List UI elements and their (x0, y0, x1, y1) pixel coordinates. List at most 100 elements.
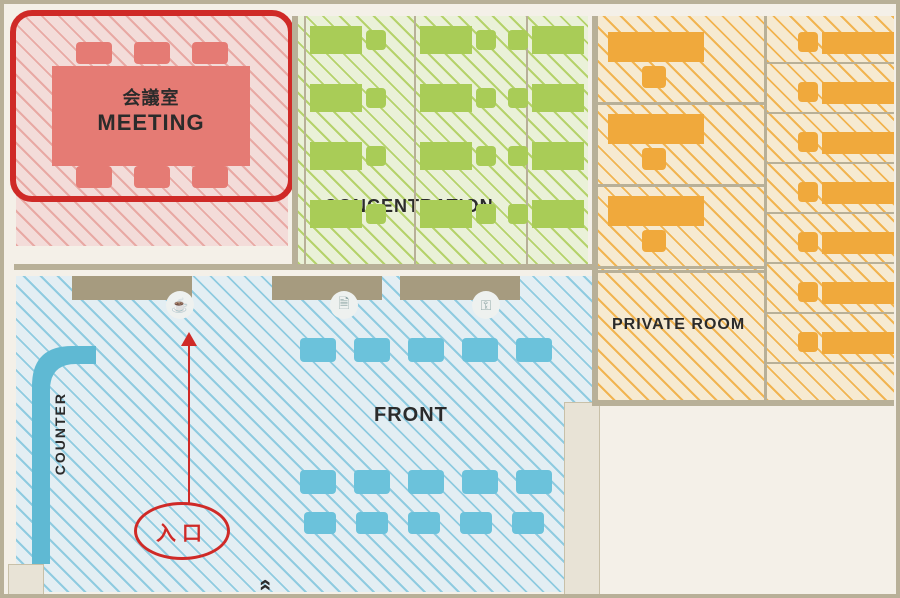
concentration-desk (532, 84, 584, 112)
cubicle-divider (764, 362, 894, 364)
concentration-chair (508, 204, 528, 224)
front-chair (300, 470, 336, 494)
concentration-desk (420, 142, 472, 170)
private-divider (764, 16, 767, 402)
front-chair (516, 470, 552, 494)
document-icon: 🗎 (330, 291, 358, 319)
private-desk (608, 114, 704, 144)
meeting-chair (76, 42, 112, 64)
coffee-icon: ☕ (166, 291, 194, 319)
cubicle-divider (764, 112, 894, 114)
cubicle-divider (598, 102, 764, 105)
concentration-desk (420, 84, 472, 112)
private-desk (822, 82, 894, 104)
inner-wall (592, 400, 894, 406)
concentration-desk (420, 200, 472, 228)
private-desk (822, 32, 894, 54)
concentration-chair (476, 30, 496, 50)
front-label: FRONT (374, 404, 448, 427)
concentration-chair (366, 146, 386, 166)
concentration-chair (366, 204, 386, 224)
cubicle-divider (764, 262, 894, 264)
private-desk (608, 196, 704, 226)
concentration-desk (532, 200, 584, 228)
private-desk (822, 282, 894, 304)
inner-wall (592, 16, 598, 402)
front-chair (462, 338, 498, 362)
meeting-label-jp: 会議室 (52, 84, 250, 110)
private-room-label: PRIVATE ROOM (612, 316, 745, 334)
cubicle-divider (764, 312, 894, 314)
meeting-label-en: MEETING (97, 110, 204, 135)
front-chair (516, 338, 552, 362)
bench (400, 276, 520, 300)
front-chair (408, 470, 444, 494)
floorplan: 会議室 MEETING CONCENTRATION PRIVATE ROOM F… (0, 0, 900, 598)
cubicle-divider (764, 62, 894, 64)
pillar (564, 402, 600, 598)
meeting-label: 会議室 MEETING (52, 84, 250, 136)
front-bench-chair (460, 512, 492, 534)
entrance-ellipse: 入口 (134, 502, 230, 560)
counter-label: COUNTER (52, 392, 68, 475)
front-bench-chair (304, 512, 336, 534)
partition (526, 16, 528, 264)
private-chair (798, 82, 818, 102)
private-desk (822, 132, 894, 154)
private-chair (642, 66, 666, 88)
private-chair (798, 32, 818, 52)
partition (304, 16, 306, 264)
front-bench-chair (512, 512, 544, 534)
private-desk (608, 32, 704, 62)
front-chair (300, 338, 336, 362)
concentration-chair (476, 204, 496, 224)
front-chair (354, 470, 390, 494)
meeting-room: 会議室 MEETING (16, 16, 288, 246)
private-chair (642, 230, 666, 252)
partition (414, 16, 416, 264)
meeting-chair (192, 42, 228, 64)
meeting-chair (134, 166, 170, 188)
concentration-desk (532, 26, 584, 54)
concentration-chair (366, 30, 386, 50)
entrance-chevrons: » (251, 583, 277, 591)
private-left-bottom (598, 270, 764, 273)
bench (272, 276, 382, 300)
meeting-chair (76, 166, 112, 188)
concentration-desk (310, 200, 362, 228)
private-chair (798, 332, 818, 352)
inner-wall (292, 16, 298, 266)
concentration-chair (366, 88, 386, 108)
concentration-desk (310, 84, 362, 112)
concentration-chair (476, 88, 496, 108)
private-desk (822, 332, 894, 354)
private-chair (798, 282, 818, 302)
front-chair (408, 338, 444, 362)
private-desk (822, 232, 894, 254)
cubicle-divider (764, 212, 894, 214)
cubicle-divider (598, 266, 764, 269)
concentration-chair (476, 146, 496, 166)
entrance-arrow (188, 334, 190, 504)
private-chair (798, 232, 818, 252)
private-chair (642, 148, 666, 170)
meeting-chair (192, 166, 228, 188)
meeting-chair (134, 42, 170, 64)
concentration-chair (508, 88, 528, 108)
cubicle-divider (764, 162, 894, 164)
inner-wall (14, 264, 596, 270)
front-bench-chair (408, 512, 440, 534)
key-icon: ⚿ (472, 291, 500, 319)
private-chair (798, 182, 818, 202)
concentration-chair (508, 30, 528, 50)
concentration-desk (420, 26, 472, 54)
front-chair (354, 338, 390, 362)
concentration-desk (310, 26, 362, 54)
concentration-desk (532, 142, 584, 170)
pillar (8, 564, 44, 598)
private-chair (798, 132, 818, 152)
concentration-desk (310, 142, 362, 170)
cubicle-divider (598, 184, 764, 187)
front-room (16, 276, 596, 592)
front-bench-chair (356, 512, 388, 534)
